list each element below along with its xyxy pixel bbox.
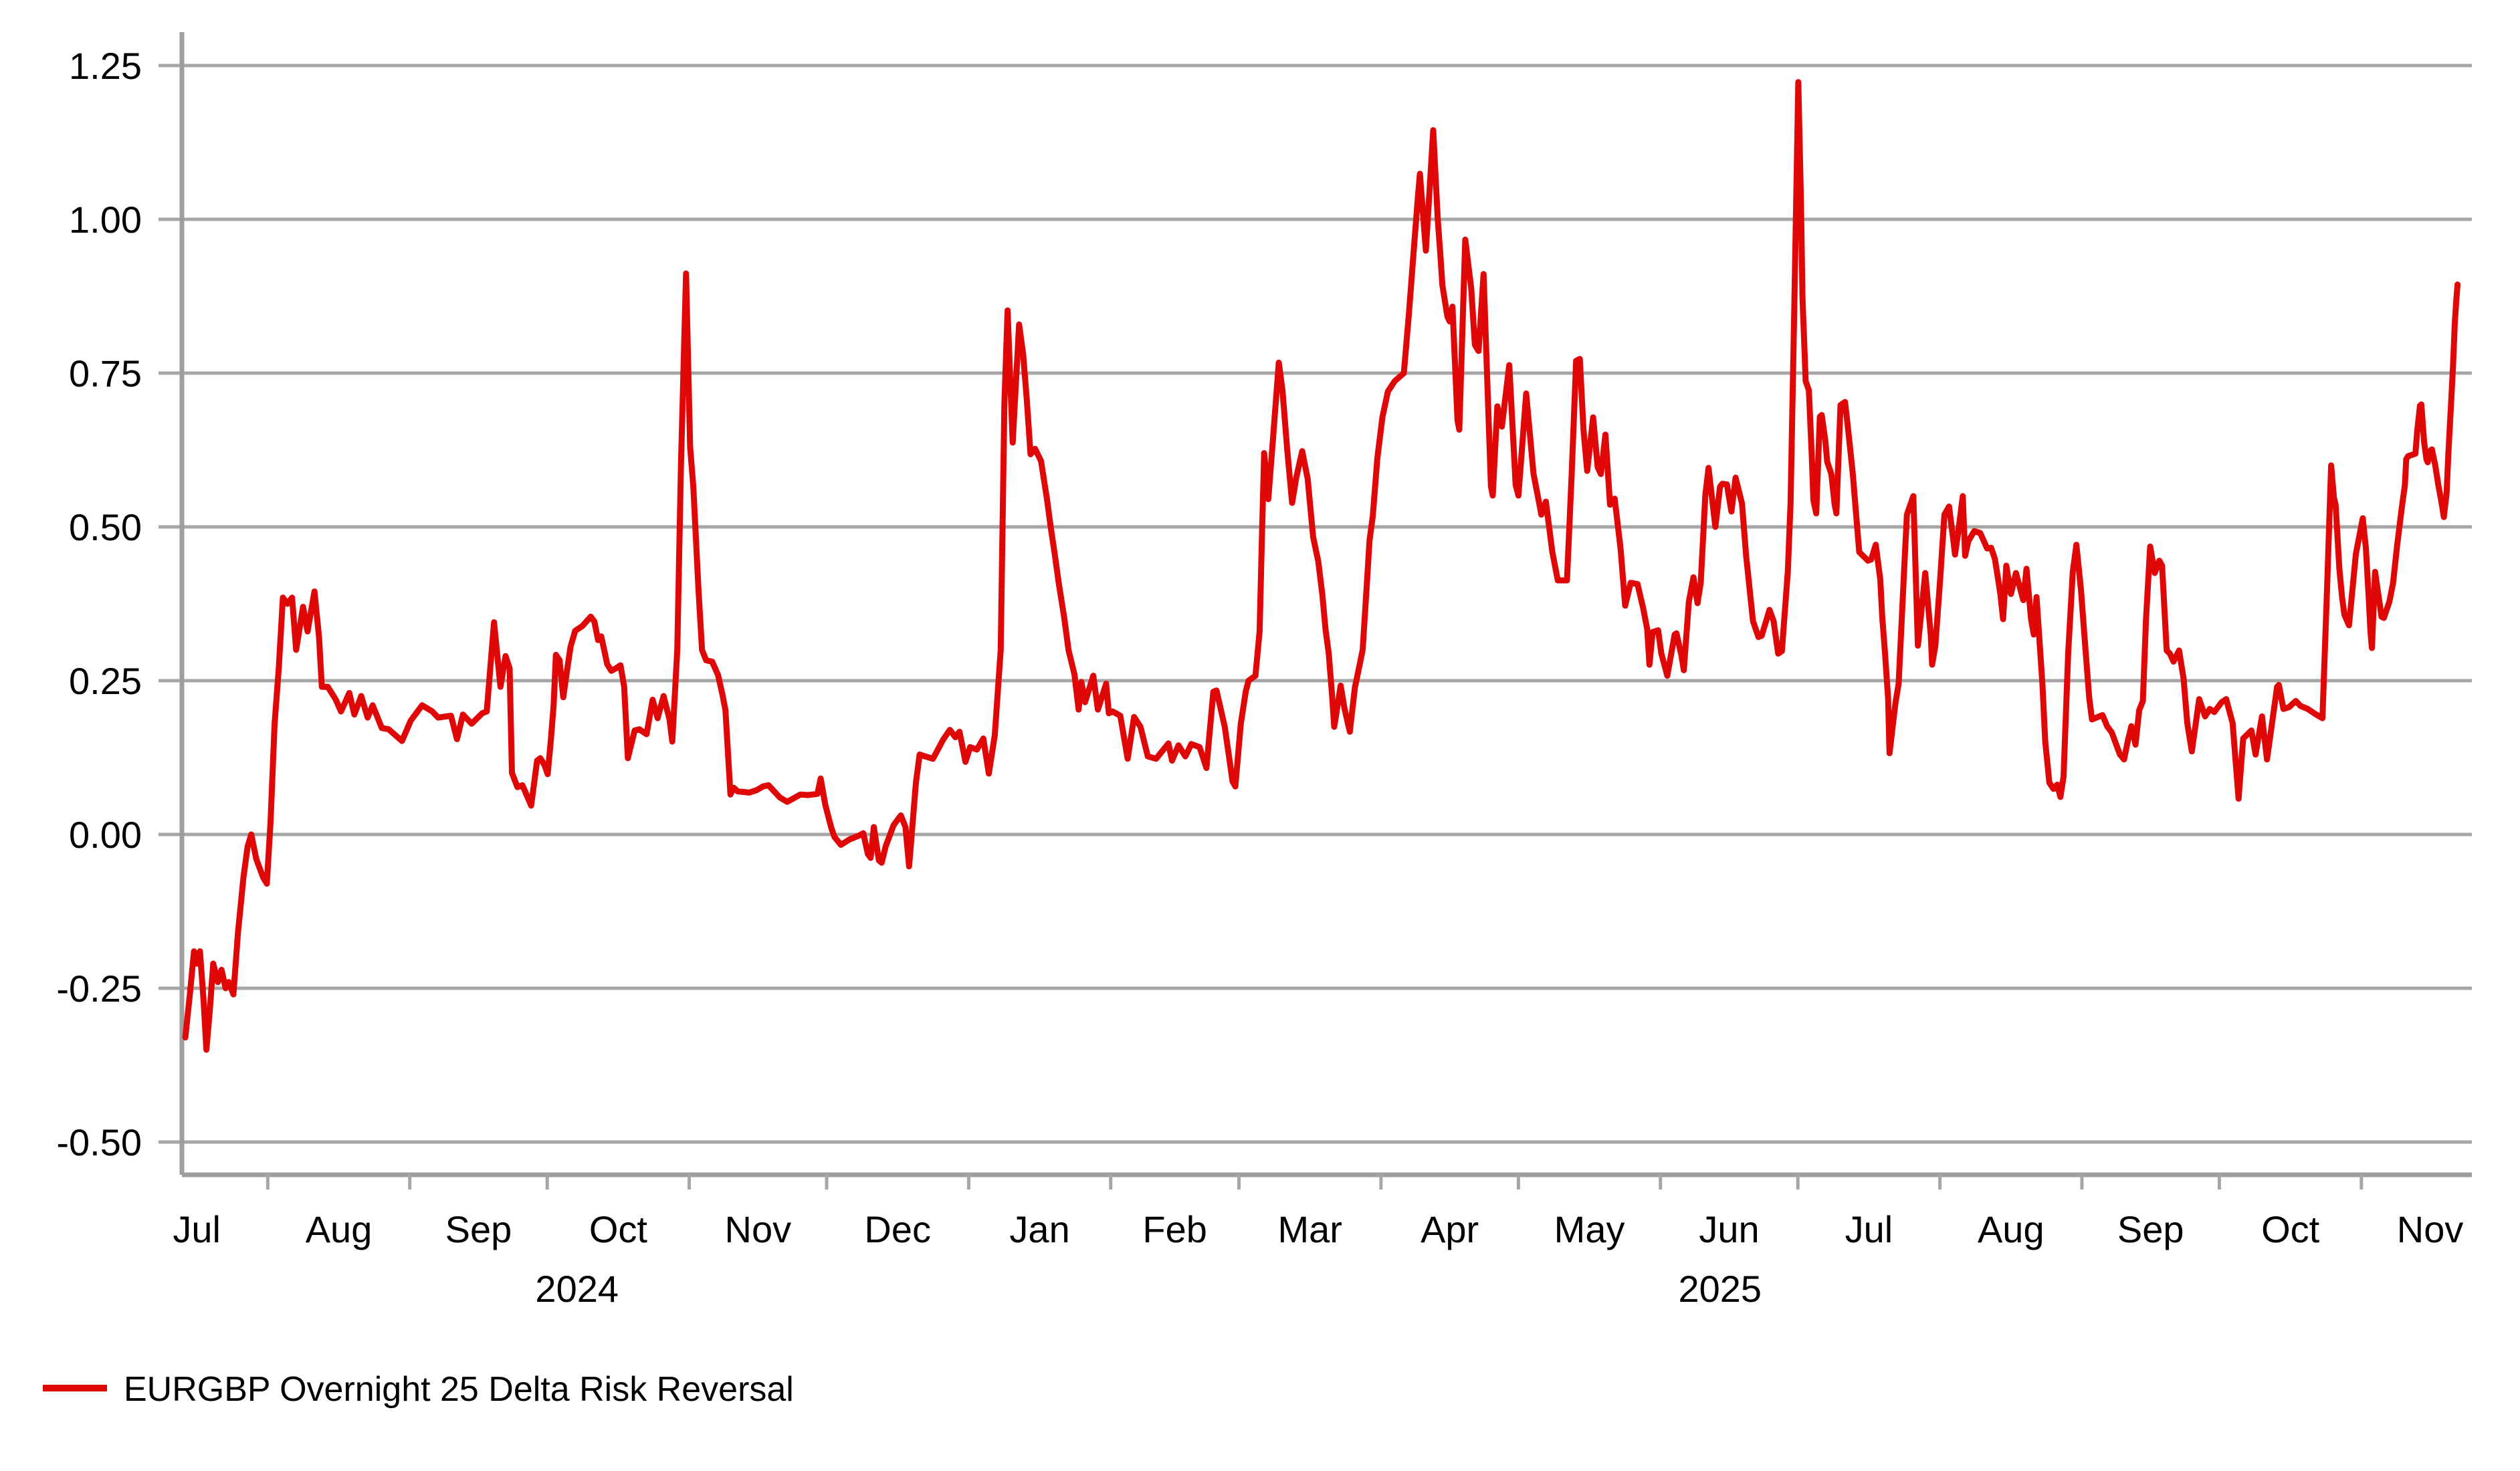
x-month-label: Jun	[1699, 1208, 1759, 1250]
y-tick-label: -0.50	[56, 1121, 142, 1163]
legend-label: EURGBP Overnight 25 Delta Risk Reversal	[124, 1370, 794, 1409]
x-month-label: Aug	[1978, 1208, 2044, 1250]
y-tick-label: 0.00	[69, 814, 142, 856]
x-month-label: Mar	[1277, 1208, 1342, 1250]
gridlines-layer	[182, 64, 2472, 1144]
series-layer	[182, 79, 2461, 1053]
x-month-label: Dec	[864, 1208, 931, 1250]
x-month-label: Aug	[306, 1208, 373, 1250]
y-tick-label: 1.25	[69, 45, 142, 87]
y-tick-label: -0.25	[56, 968, 142, 1010]
axes-layer	[159, 32, 2472, 1190]
y-tick-label: 1.00	[69, 199, 142, 241]
x-month-label: Sep	[445, 1208, 512, 1250]
y-tick-label: 0.50	[69, 506, 142, 548]
x-year-label: 2025	[1679, 1268, 1762, 1310]
x-month-label: May	[1554, 1208, 1625, 1250]
x-month-label: Nov	[725, 1208, 792, 1250]
series-line	[182, 79, 2461, 1053]
x-month-label: Jan	[1009, 1208, 1069, 1250]
y-tick-label: 0.25	[69, 660, 142, 702]
x-month-label: Oct	[2261, 1208, 2320, 1250]
x-month-label: Jul	[1845, 1208, 1893, 1250]
y-tick-label: 0.75	[69, 352, 142, 394]
x-month-label: Feb	[1142, 1208, 1207, 1250]
x-month-label: Apr	[1421, 1208, 1479, 1250]
x-year-label: 2024	[535, 1268, 619, 1310]
legend: EURGBP Overnight 25 Delta Risk Reversal	[43, 1370, 794, 1409]
x-month-label: Jul	[173, 1208, 221, 1250]
x-month-label: Sep	[2117, 1208, 2184, 1250]
x-month-label: Oct	[589, 1208, 648, 1250]
x-month-label: Nov	[2397, 1208, 2464, 1250]
axis-labels-layer: 1.25 1.00 0.75 0.50 0.25 0.00 -0.25 -0.50 Jul Aug…	[56, 45, 2463, 1310]
